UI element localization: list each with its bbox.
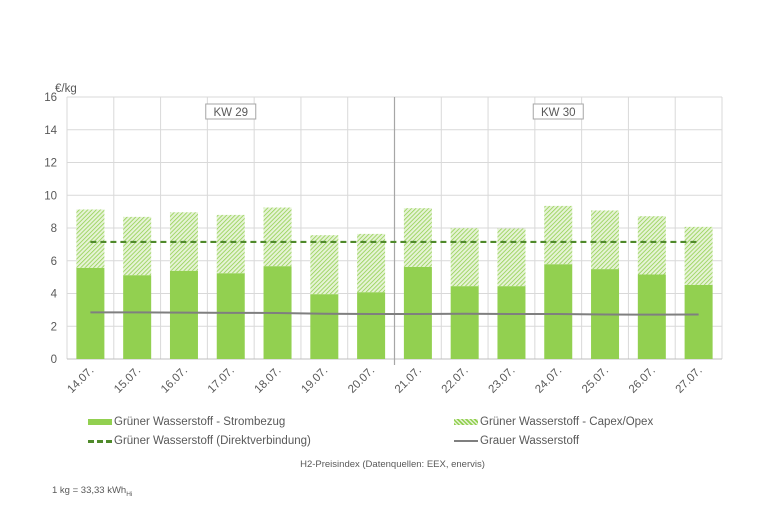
- x-tick-label: 25.07.: [580, 365, 611, 396]
- x-tick-label: 14.07.: [65, 365, 96, 396]
- y-axis-label: €/kg: [55, 83, 77, 95]
- bar-capex-opex: [497, 228, 526, 287]
- bar-strombezug: [76, 267, 105, 359]
- bar-strombezug: [123, 275, 152, 359]
- x-tick-label: 17.07.: [206, 365, 237, 396]
- bar-capex-opex: [263, 207, 292, 267]
- legend-label: Grüner Wasserstoff - Strombezug: [114, 416, 286, 428]
- bar-capex-opex: [544, 205, 573, 265]
- footnote-text: 1 kg = 33,33 kWh: [52, 485, 127, 496]
- x-tick-label: 20.07.: [346, 365, 377, 396]
- x-tick-label: 23.07.: [486, 365, 517, 396]
- bar-capex-opex: [310, 235, 339, 295]
- legend-grau: Grauer Wasserstoff: [454, 435, 579, 447]
- x-tick-label: 18.07.: [253, 365, 284, 396]
- y-tick-label: 8: [51, 223, 57, 235]
- y-tick-label: 12: [44, 158, 57, 170]
- chart-caption: H2-Preisindex (Datenquellen: EEX, enervi…: [300, 459, 485, 470]
- week-label: KW 29: [213, 107, 248, 119]
- legend-swatch-hatched: [454, 419, 478, 425]
- legend-swatch-line: [454, 440, 478, 442]
- bar-capex-opex: [637, 216, 666, 275]
- legend-capex: Grüner Wasserstoff - Capex/Opex: [454, 416, 653, 428]
- y-tick-label: 4: [51, 289, 58, 301]
- line-grauer-wasserstoff: [90, 311, 699, 316]
- x-tick-label: 21.07.: [393, 365, 424, 396]
- bar-strombezug: [637, 274, 666, 359]
- week-label: KW 30: [541, 107, 576, 119]
- legend-swatch-solid: [88, 419, 112, 425]
- y-tick-label: 0: [51, 354, 57, 366]
- legend-label: Grauer Wasserstoff: [480, 435, 580, 447]
- x-tick-label: 22.07.: [440, 365, 471, 396]
- y-tick-label: 16: [44, 92, 57, 104]
- legend-swatch-dashed: [88, 439, 112, 443]
- week-label-box: [205, 103, 257, 120]
- bar-capex-opex: [357, 233, 386, 293]
- bar-strombezug: [169, 270, 198, 359]
- x-tick-label: 19.07.: [299, 365, 330, 396]
- bar-strombezug: [357, 292, 386, 359]
- bar-capex-opex: [216, 214, 245, 274]
- bar-strombezug: [310, 294, 339, 359]
- y-tick-label: 6: [51, 256, 57, 268]
- y-tick-label: 10: [44, 190, 57, 202]
- bar-capex-opex: [450, 228, 479, 287]
- week-label-box: [532, 103, 584, 120]
- bar-strombezug: [216, 273, 245, 359]
- bar-capex-opex: [123, 216, 152, 276]
- x-tick-label: 16.07.: [159, 365, 190, 396]
- bar-strombezug: [497, 286, 526, 359]
- footnote-sub: Hi: [126, 490, 133, 498]
- bar-strombezug: [403, 266, 432, 359]
- bar-strombezug: [544, 264, 573, 359]
- x-tick-label: 27.07.: [674, 365, 705, 396]
- legend-label: Grüner Wasserstoff (Direktverbindung): [114, 435, 311, 447]
- y-tick-label: 14: [44, 125, 57, 137]
- legend-direktverbindung: Grüner Wasserstoff (Direktverbindung): [88, 435, 311, 447]
- x-tick-label: 15.07.: [112, 365, 143, 396]
- legend-strombezug: Grüner Wasserstoff - Strombezug: [88, 416, 285, 428]
- chart-svg: €/kg 0 2 4 6 8 10 12 14 16 KW 29 KW 30 14.07. 15.07.…: [44, 83, 723, 396]
- y-tick-label: 2: [51, 321, 57, 333]
- x-tick-label: 24.07.: [533, 365, 564, 396]
- bar-strombezug: [684, 284, 713, 359]
- bar-capex-opex: [591, 210, 620, 270]
- legend-label: Grüner Wasserstoff - Capex/Opex: [480, 416, 654, 428]
- bar-capex-opex: [684, 226, 713, 285]
- footnote: 1 kg = 33,33 kWhHi: [52, 485, 132, 498]
- bar-strombezug: [450, 286, 479, 359]
- x-tick-label: 26.07.: [627, 365, 658, 396]
- bar-capex-opex: [76, 209, 105, 268]
- bar-capex-opex: [403, 208, 432, 267]
